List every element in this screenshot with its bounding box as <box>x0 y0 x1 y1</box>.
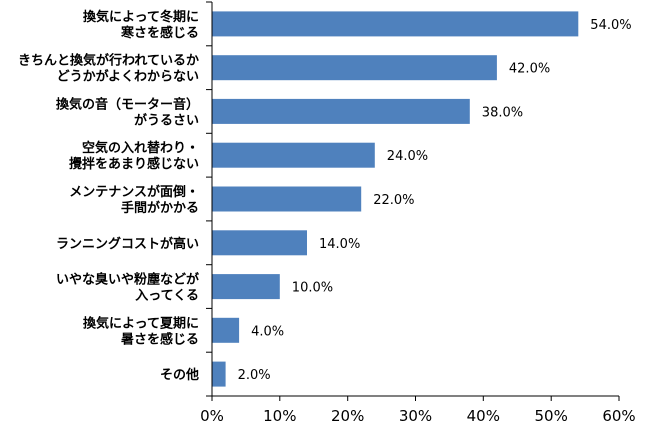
x-tick-label-2: 20% <box>331 407 364 425</box>
category-label-7: 換気によって夏期に暑さを感じる <box>83 315 199 347</box>
bar-3 <box>212 142 375 168</box>
x-tick-label-4: 40% <box>467 407 500 425</box>
value-label-1: 42.0% <box>509 62 550 77</box>
bar-0 <box>212 11 579 37</box>
x-tick-label-1: 10% <box>263 407 296 425</box>
bar-6 <box>212 274 280 300</box>
category-label-1: きちんと換気が行われているかどうかがよくわからない <box>18 53 199 85</box>
value-label-4: 22.0% <box>373 193 414 208</box>
x-tick-label-6: 60% <box>602 407 635 425</box>
value-label-7: 4.0% <box>251 324 284 339</box>
x-tick-label-0: 0% <box>200 407 224 425</box>
value-labels: 54.0% 42.0% 38.0% 24.0% 22.0% 14.0% 10.0% 4.0% 2… <box>238 18 632 383</box>
category-label-line: 寒さを感じる <box>120 25 199 41</box>
bar-2 <box>212 98 470 124</box>
category-label-line: いやな臭いや粉塵などが <box>56 272 199 288</box>
x-tick-label-5: 50% <box>535 407 568 425</box>
value-label-8: 2.0% <box>238 368 271 383</box>
category-label-line: 入ってくる <box>135 289 199 304</box>
x-tick-labels: 0% 10% 20% 30% 40% 50% 60% <box>200 407 636 425</box>
category-label-5: ランニングコストが高い <box>56 236 199 252</box>
category-label-line: 暑さを感じる <box>120 331 199 347</box>
category-label-line: きちんと換気が行われているか <box>18 53 199 69</box>
category-label-0: 換気によって冬期に寒さを感じる <box>83 9 199 41</box>
category-label-line: 換気によって夏期に <box>83 315 199 331</box>
category-label-line: 換気の音（モーター音） <box>56 96 199 112</box>
x-tick-label-3: 30% <box>399 407 432 425</box>
value-label-3: 24.0% <box>387 149 428 164</box>
category-label-line: 換気によって冬期に <box>83 9 199 25</box>
category-label-line: 空気の入れ替わり・ <box>82 140 199 156</box>
bar-7 <box>212 317 240 343</box>
category-label-line: ランニングコストが高い <box>56 236 199 252</box>
value-label-5: 14.0% <box>319 237 360 252</box>
category-label-line: がうるさい <box>134 112 199 128</box>
bar-4 <box>212 186 362 212</box>
value-label-0: 54.0% <box>590 18 631 33</box>
bar-8 <box>212 361 226 387</box>
category-label-8: その他 <box>160 367 199 383</box>
category-label-4: メンテナンスが面倒・手間がかかる <box>69 184 199 216</box>
category-label-6: いやな臭いや粉塵などが入ってくる <box>56 272 199 304</box>
value-label-6: 10.0% <box>292 281 333 296</box>
bar-1 <box>212 55 497 81</box>
category-label-line: どうかがよくわからない <box>57 69 199 85</box>
axes <box>206 1 620 401</box>
category-label-line: 手間がかかる <box>121 200 199 216</box>
bar-5 <box>212 230 307 256</box>
category-label-line: その他 <box>160 367 199 383</box>
value-label-2: 38.0% <box>482 105 523 120</box>
bars <box>212 11 579 387</box>
category-label-line: 攪拌をあまり感じない <box>69 156 199 172</box>
category-label-line: メンテナンスが面倒・ <box>69 184 199 200</box>
category-labels: 換気によって冬期に寒さを感じるきちんと換気が行われているかどうかがよくわからない… <box>18 9 199 383</box>
category-label-2: 換気の音（モーター音）がうるさい <box>56 96 199 128</box>
category-label-3: 空気の入れ替わり・攪拌をあまり感じない <box>69 140 199 172</box>
